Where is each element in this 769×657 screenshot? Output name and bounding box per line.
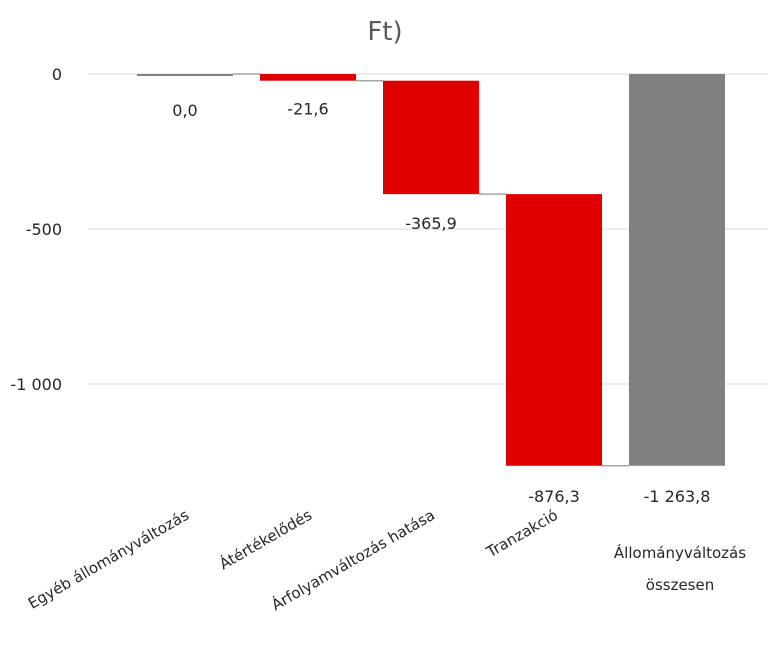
category-labels: Egyéb állományváltozás ÁtértékelődésÁrfol… (25, 505, 746, 614)
connectors (233, 73, 629, 467)
y-tick-label: -1 000 (10, 375, 62, 394)
waterfall-bar (383, 80, 479, 195)
y-axis-ticks: 0 -500 -1 000 (10, 65, 62, 394)
waterfall-bar (260, 74, 356, 81)
data-label: -1 263,8 (644, 487, 711, 506)
data-label: -876,3 (528, 487, 580, 506)
bars (137, 74, 725, 466)
data-label: 0,0 (172, 101, 197, 120)
category-label: Állományváltozás összesen (614, 543, 746, 594)
category-label: Egyéb állományváltozás (25, 506, 192, 613)
waterfall-bar (137, 74, 233, 76)
y-tick-label: -500 (26, 220, 62, 239)
chart-title: Ft) (367, 17, 402, 47)
data-label: -21,6 (287, 100, 328, 119)
y-tick-label: 0 (52, 65, 62, 84)
category-label: Átértékelődés (216, 505, 315, 573)
data-labels: 0,0 -21,6 -365,9 -876,3 -1 263,8 (172, 100, 710, 506)
waterfall-bar (506, 194, 602, 466)
waterfall-bar (629, 74, 725, 466)
data-label: -365,9 (405, 214, 457, 233)
category-label: Tranzakció (483, 506, 561, 562)
